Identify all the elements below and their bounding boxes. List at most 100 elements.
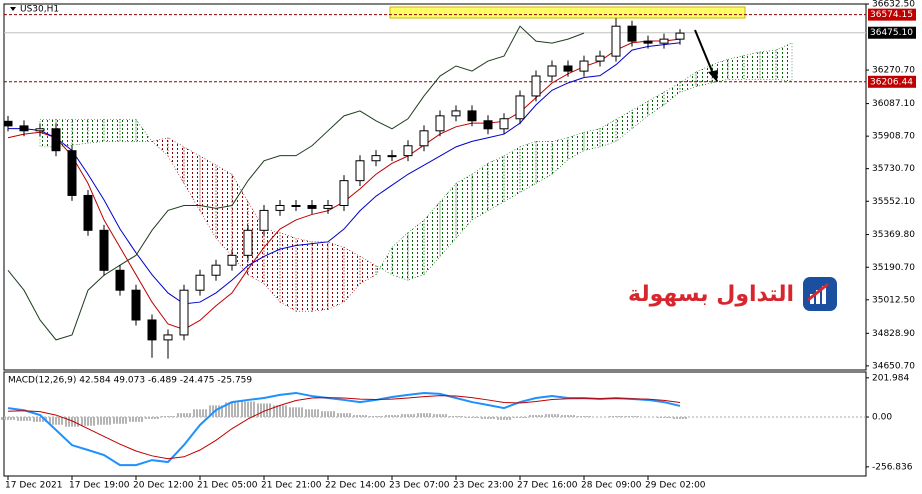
price-level-box bbox=[868, 75, 916, 88]
arrow-head bbox=[708, 70, 718, 82]
cloud-segment bbox=[583, 128, 601, 151]
y-tick-label: 35730.70 bbox=[872, 164, 915, 174]
x-tick-label: 28 Dec 09:00 bbox=[581, 481, 642, 491]
candle-body bbox=[675, 32, 685, 40]
cloud-segment bbox=[503, 146, 521, 203]
y-tick-label: 34650.70 bbox=[872, 361, 915, 371]
cloud-segment bbox=[279, 232, 297, 312]
candle-body bbox=[371, 155, 381, 162]
y-tick-label: 35190.70 bbox=[872, 263, 915, 273]
candle-body bbox=[19, 125, 29, 132]
chart-title: US30,H1 bbox=[20, 5, 59, 15]
y-tick-label: 36632.50 bbox=[872, 0, 915, 10]
candle-body bbox=[131, 289, 141, 321]
cloud-segment bbox=[567, 131, 585, 161]
candle-body bbox=[419, 130, 429, 147]
y-tick-label: 0.00 bbox=[872, 413, 892, 423]
x-tick-label: 21 Dec 05:00 bbox=[197, 481, 258, 491]
cloud-segment bbox=[103, 119, 121, 142]
candle-body bbox=[227, 254, 237, 266]
y-tick-label: -256.836 bbox=[872, 462, 913, 472]
logo-text: التداول بسهولة bbox=[628, 281, 795, 307]
candle-body bbox=[627, 25, 637, 42]
cloud-segment bbox=[135, 118, 153, 142]
cloud-segment bbox=[87, 119, 105, 144]
x-tick-label: 17 Dec 2021 bbox=[5, 481, 63, 491]
arrow bbox=[694, 29, 715, 77]
highlight-zone bbox=[389, 6, 746, 19]
cloud-segment bbox=[551, 137, 569, 175]
candle-body bbox=[387, 155, 397, 158]
cloud-segment bbox=[439, 182, 457, 258]
cloud-segment bbox=[119, 119, 137, 142]
price-level-label: 36574.15 bbox=[870, 10, 913, 20]
candle-body bbox=[323, 204, 333, 209]
candle-body bbox=[195, 274, 205, 291]
candle-body bbox=[67, 150, 77, 196]
cloud-segment bbox=[743, 51, 761, 80]
candle-body bbox=[563, 65, 573, 72]
cloud-segment bbox=[71, 119, 89, 146]
cloud-segment bbox=[519, 140, 537, 194]
y-tick-label: 35908.70 bbox=[872, 132, 915, 142]
dropdown-icon bbox=[10, 7, 16, 11]
candle-body bbox=[307, 204, 317, 209]
candle-body bbox=[83, 194, 93, 231]
candle-body bbox=[499, 118, 509, 130]
candle-body bbox=[147, 319, 157, 341]
y-tick-label: 34828.90 bbox=[872, 329, 915, 339]
cloud-segment bbox=[375, 246, 393, 276]
y-tick-label: 35369.80 bbox=[872, 230, 915, 240]
cloud-segment bbox=[295, 237, 313, 312]
candle-body bbox=[339, 180, 349, 206]
cloud-segment bbox=[167, 137, 185, 185]
cloud-segment bbox=[423, 200, 441, 276]
candle-body bbox=[275, 204, 285, 211]
x-tick-label: 20 Dec 12:00 bbox=[133, 481, 194, 491]
candle-body bbox=[659, 38, 669, 44]
logo: التداول بسهولة bbox=[628, 276, 838, 312]
candle-body bbox=[115, 269, 125, 291]
indicator-line bbox=[7, 391, 681, 467]
y-tick-label: 201.984 bbox=[872, 373, 909, 383]
macd-title: MACD(12,26,9) 42.584 49.073 -6.489 -24.4… bbox=[8, 376, 252, 386]
x-tick-label: 23 Dec 23:00 bbox=[453, 481, 514, 491]
candle-body bbox=[579, 60, 589, 72]
candle-body bbox=[35, 128, 45, 132]
x-tick-label: 29 Dec 02:00 bbox=[645, 481, 706, 491]
cloud-segment bbox=[759, 49, 777, 80]
candle-body bbox=[547, 65, 557, 77]
price-level-label: 36475.10 bbox=[870, 28, 913, 38]
x-tick-label: 27 Dec 16:00 bbox=[517, 481, 578, 491]
cloud-segment bbox=[487, 155, 505, 212]
candle-body bbox=[99, 229, 109, 271]
x-tick-label: 23 Dec 07:00 bbox=[389, 481, 450, 491]
candle-body bbox=[403, 145, 413, 157]
y-tick-label: 35552.10 bbox=[872, 197, 915, 207]
candle-body bbox=[531, 75, 541, 97]
macd-panel bbox=[3, 371, 867, 477]
y-tick-label: 35012.50 bbox=[872, 295, 915, 305]
candle-body bbox=[611, 25, 621, 57]
price-level-box bbox=[868, 26, 916, 39]
indicator-line bbox=[7, 395, 681, 460]
candle-body bbox=[435, 115, 445, 132]
y-tick-label: 36270.70 bbox=[872, 66, 915, 76]
logo-icon bbox=[803, 277, 838, 311]
candle-body bbox=[3, 120, 13, 127]
x-tick-label: 17 Dec 19:00 bbox=[69, 481, 130, 491]
y-tick-label: 36087.10 bbox=[872, 99, 915, 109]
price-level-label: 36206.44 bbox=[870, 77, 913, 87]
candle-body bbox=[595, 55, 605, 62]
cloud-segment bbox=[215, 164, 233, 258]
x-tick-label: 22 Dec 14:00 bbox=[325, 481, 386, 491]
cloud-segment bbox=[775, 42, 793, 82]
price-level-box bbox=[868, 8, 916, 21]
x-tick-label: 21 Dec 21:00 bbox=[261, 481, 322, 491]
candle-body bbox=[243, 229, 253, 256]
cloud-segment bbox=[327, 241, 345, 310]
candle-body bbox=[515, 95, 525, 120]
